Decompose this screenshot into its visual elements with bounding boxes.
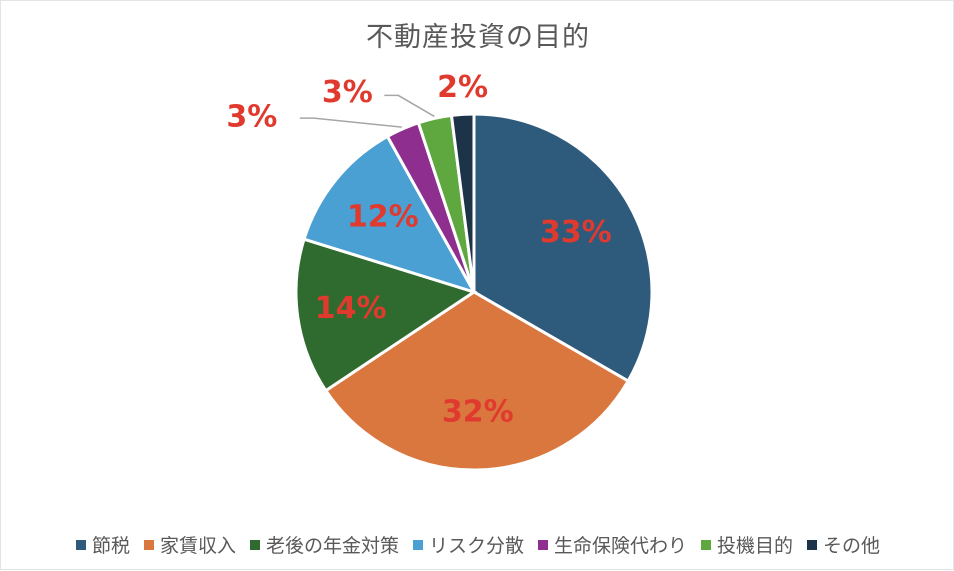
legend-item-5: 生命保険代わり <box>538 531 687 558</box>
legend-label: その他 <box>823 535 881 557</box>
legend-item-2: 家賃収入 <box>143 531 236 558</box>
data-label-2: 32% <box>442 394 514 429</box>
leader-line-5 <box>299 117 402 128</box>
data-label-1: 33% <box>540 215 612 250</box>
data-label-7: 2% <box>437 70 488 105</box>
legend-swatch <box>249 539 260 550</box>
chart-title: 不動産投資の目的 <box>366 22 590 53</box>
pie-slice-4 <box>302 134 478 295</box>
legend: 節税 家賃収入 老後の年金対策 リスク分散 生命保険代わり 投機目的 その他 <box>1 531 954 558</box>
pie-slice-3 <box>294 237 478 393</box>
leader-lines <box>299 94 435 128</box>
pie-slice-2 <box>323 290 631 472</box>
data-label-3: 14% <box>315 291 387 326</box>
pie-slice-1 <box>472 112 654 384</box>
legend-label: 生命保険代わり <box>554 535 688 557</box>
legend-swatch <box>143 539 154 550</box>
legend-swatch <box>75 539 86 550</box>
data-labels: 33% 32% 14% 12% 3% 3% 2% <box>226 70 611 430</box>
legend-item-1: 節税 <box>75 531 130 558</box>
legend-label: 家賃収入 <box>159 535 236 557</box>
data-label-6: 3% <box>322 75 373 110</box>
leader-line-6 <box>384 94 435 118</box>
legend-label: リスク分散 <box>428 535 524 557</box>
legend-swatch <box>701 539 712 550</box>
legend-item-7: その他 <box>807 531 880 558</box>
legend-label: 老後の年金対策 <box>265 535 399 557</box>
pie-slices <box>294 112 654 472</box>
data-label-5: 3% <box>226 100 277 135</box>
legend-swatch <box>412 539 423 550</box>
legend-label: 投機目的 <box>717 535 794 557</box>
pie-slice-7 <box>449 112 476 293</box>
legend-item-6: 投機目的 <box>701 531 793 558</box>
legend-swatch <box>538 539 548 550</box>
legend-swatch <box>807 539 818 550</box>
legend-label: 節税 <box>91 535 130 557</box>
data-label-4: 12% <box>347 199 419 234</box>
legend-item-4: リスク分散 <box>412 531 524 558</box>
legend-item-3: 老後の年金対策 <box>249 531 399 558</box>
